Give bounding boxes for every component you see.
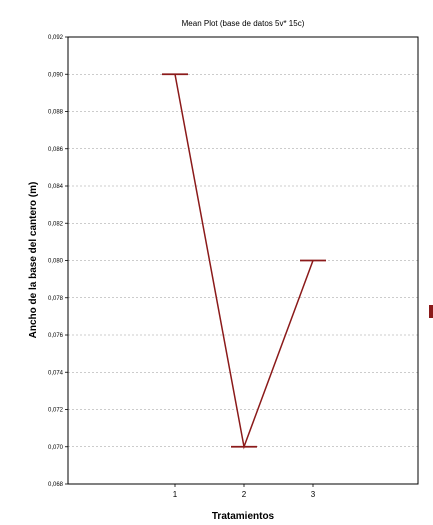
grid-lines — [68, 73, 418, 448]
y-tick-label: 0,072 — [48, 408, 64, 414]
legend — [429, 305, 433, 318]
y-tick-label: 0,080 — [48, 259, 64, 265]
x-tick-label: 3 — [311, 490, 316, 499]
y-tick-label: 0,092 — [48, 35, 64, 41]
y-axis-ticks: 0,068 0,070 0,072 0,074 0,076 0,078 0,080 0,082… — [48, 35, 68, 488]
x-axis-label: Tratamientos — [212, 511, 275, 522]
y-tick-label: 0,082 — [48, 221, 64, 227]
series-layer — [162, 73, 326, 450]
x-axis-ticks: 1 2 3 — [173, 484, 316, 499]
legend-swatch — [429, 305, 433, 318]
chart-title: Mean Plot (base de datos 5v* 15c) — [182, 19, 305, 28]
y-tick-label: 0,076 — [48, 333, 64, 339]
y-tick-label: 0,088 — [48, 110, 64, 116]
y-tick-label: 0,074 — [48, 370, 64, 376]
y-axis-label: Ancho de la base del cantero (m) — [28, 182, 39, 339]
y-tick-label: 0,070 — [48, 445, 64, 451]
x-tick-label: 2 — [242, 490, 247, 499]
y-tick-label: 0,090 — [48, 72, 64, 78]
y-tick-label: 0,086 — [48, 147, 64, 153]
x-tick-label: 1 — [173, 490, 178, 499]
y-tick-label: 0,078 — [48, 296, 64, 302]
y-tick-label: 0,084 — [48, 184, 64, 190]
y-tick-label: 0,068 — [48, 482, 64, 488]
